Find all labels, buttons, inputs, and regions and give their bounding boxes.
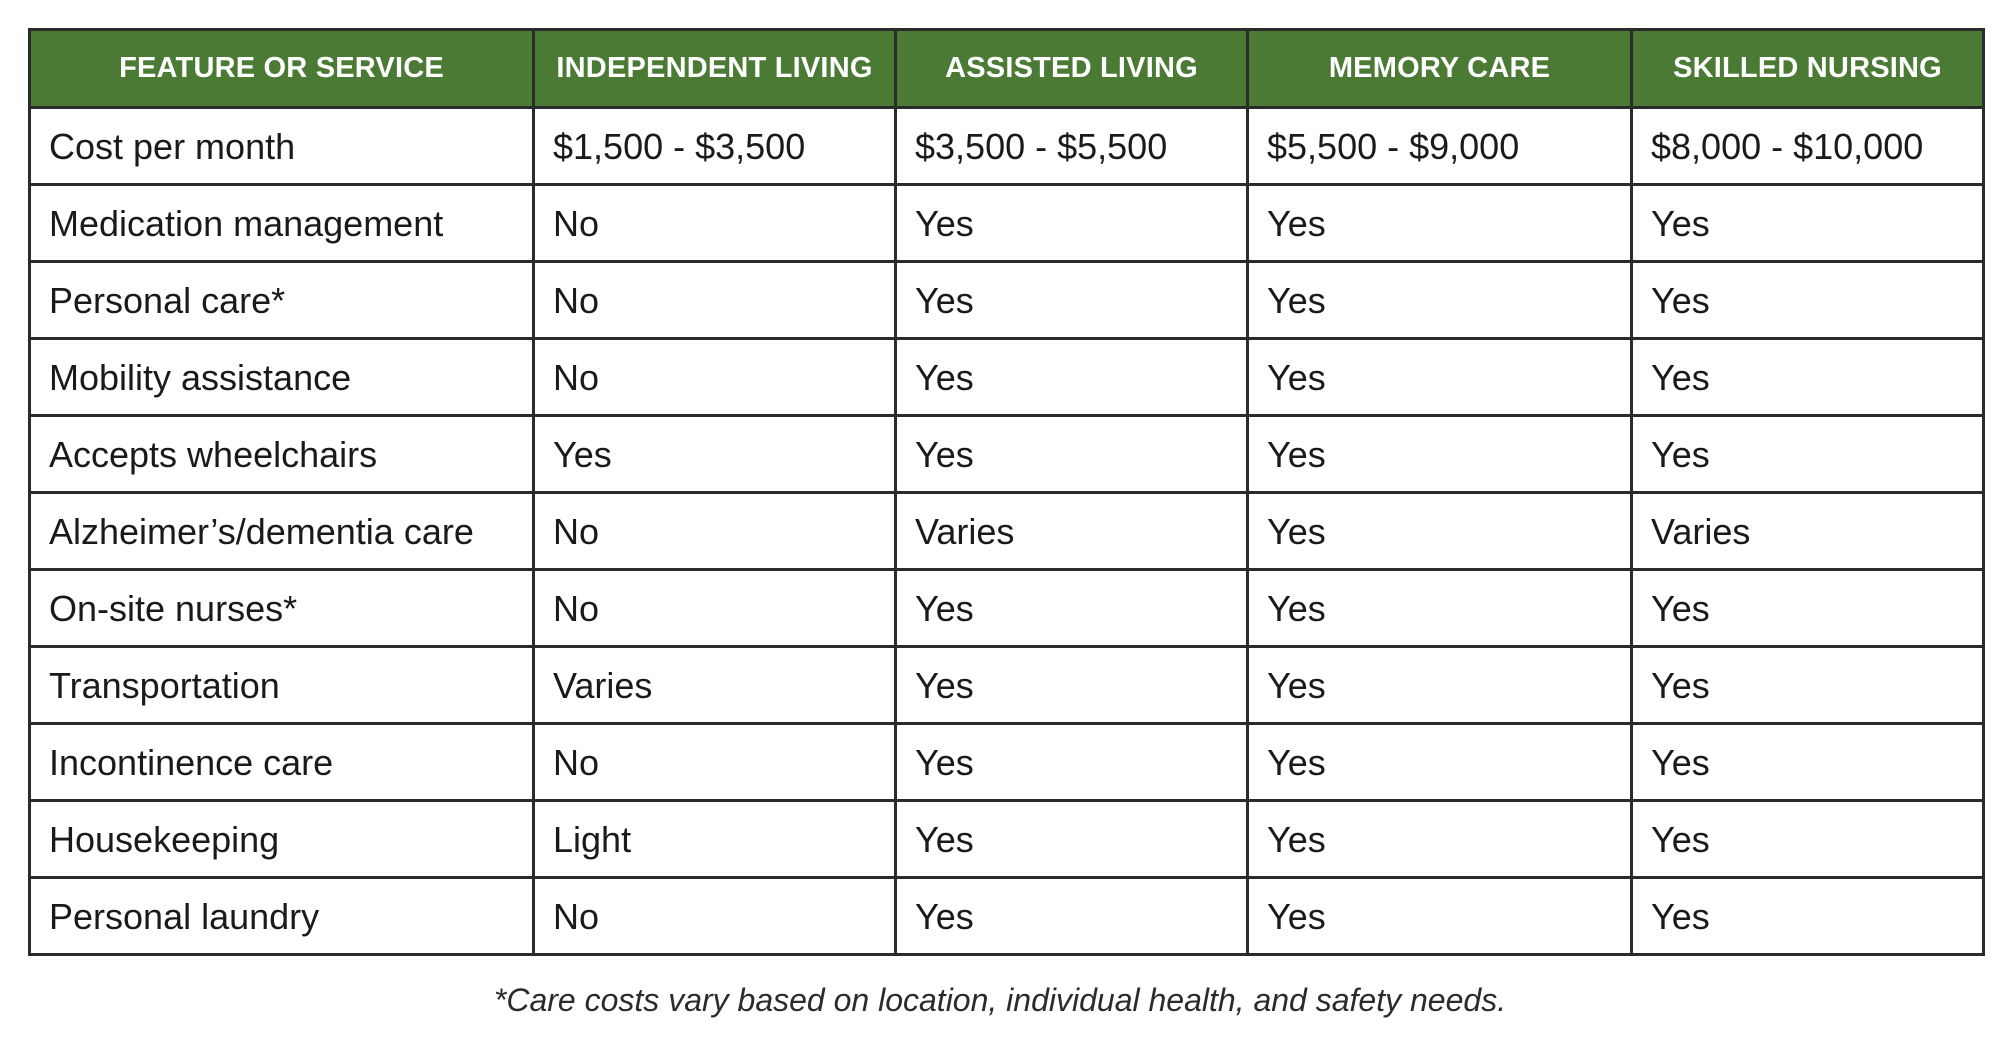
- header-skilled-nursing: SKILLED NURSING: [1630, 28, 1985, 109]
- row-label: Medication management: [28, 183, 535, 263]
- table-body: Cost per month $1,500 - $3,500 $3,500 - …: [28, 106, 1985, 956]
- cell-assisted-living: $3,500 - $5,500: [894, 106, 1249, 186]
- cell-memory-care: Yes: [1246, 876, 1633, 956]
- header-memory-care: MEMORY CARE: [1246, 28, 1633, 109]
- row-label: Transportation: [28, 645, 535, 725]
- row-label: Incontinence care: [28, 722, 535, 802]
- cell-assisted-living: Yes: [894, 645, 1249, 725]
- header-assisted-living: ASSISTED LIVING: [894, 28, 1249, 109]
- row-label: Personal care*: [28, 260, 535, 340]
- cell-independent-living: No: [532, 337, 897, 417]
- table-row: Personal care* No Yes Yes Yes: [28, 260, 1985, 340]
- cell-assisted-living: Yes: [894, 722, 1249, 802]
- cell-memory-care: Yes: [1246, 414, 1633, 494]
- cell-memory-care: Yes: [1246, 260, 1633, 340]
- cell-skilled-nursing: Yes: [1630, 260, 1985, 340]
- footnote: *Care costs vary based on location, indi…: [493, 982, 1507, 1018]
- cell-skilled-nursing: Yes: [1630, 414, 1985, 494]
- cell-independent-living: No: [532, 260, 897, 340]
- cell-memory-care: $5,500 - $9,000: [1246, 106, 1633, 186]
- row-label: Personal laundry: [28, 876, 535, 956]
- cell-independent-living: No: [532, 568, 897, 648]
- cell-assisted-living: Yes: [894, 337, 1249, 417]
- header-row: FEATURE OR SERVICE INDEPENDENT LIVING AS…: [28, 28, 1985, 109]
- cell-memory-care: Yes: [1246, 491, 1633, 571]
- cell-independent-living: Yes: [532, 414, 897, 494]
- cell-skilled-nursing: Yes: [1630, 876, 1985, 956]
- row-label: Housekeeping: [28, 799, 535, 879]
- row-label: Mobility assistance: [28, 337, 535, 417]
- cell-independent-living: Light: [532, 799, 897, 879]
- cell-independent-living: No: [532, 876, 897, 956]
- cell-skilled-nursing: $8,000 - $10,000: [1630, 106, 1985, 186]
- care-comparison-table: FEATURE OR SERVICE INDEPENDENT LIVING AS…: [28, 28, 1985, 956]
- cell-memory-care: Yes: [1246, 645, 1633, 725]
- header-independent-living: INDEPENDENT LIVING: [532, 28, 897, 109]
- cell-assisted-living: Yes: [894, 799, 1249, 879]
- cell-assisted-living: Yes: [894, 260, 1249, 340]
- table-row: Cost per month $1,500 - $3,500 $3,500 - …: [28, 106, 1985, 186]
- table-row: Accepts wheelchairs Yes Yes Yes Yes: [28, 414, 1985, 494]
- cell-skilled-nursing: Yes: [1630, 568, 1985, 648]
- cell-assisted-living: Yes: [894, 414, 1249, 494]
- cell-assisted-living: Yes: [894, 183, 1249, 263]
- row-label: Accepts wheelchairs: [28, 414, 535, 494]
- cell-skilled-nursing: Yes: [1630, 645, 1985, 725]
- cell-independent-living: No: [532, 722, 897, 802]
- cell-assisted-living: Varies: [894, 491, 1249, 571]
- cell-independent-living: No: [532, 183, 897, 263]
- row-label: Alzheimer’s/dementia care: [28, 491, 535, 571]
- cell-memory-care: Yes: [1246, 183, 1633, 263]
- cell-memory-care: Yes: [1246, 799, 1633, 879]
- table-row: Medication management No Yes Yes Yes: [28, 183, 1985, 263]
- cell-assisted-living: Yes: [894, 876, 1249, 956]
- cell-skilled-nursing: Yes: [1630, 722, 1985, 802]
- cell-memory-care: Yes: [1246, 337, 1633, 417]
- cell-skilled-nursing: Yes: [1630, 799, 1985, 879]
- cell-independent-living: Varies: [532, 645, 897, 725]
- cell-skilled-nursing: Yes: [1630, 337, 1985, 417]
- table-row: Incontinence care No Yes Yes Yes: [28, 722, 1985, 802]
- table-header: FEATURE OR SERVICE INDEPENDENT LIVING AS…: [28, 28, 1985, 109]
- cell-memory-care: Yes: [1246, 722, 1633, 802]
- row-label: Cost per month: [28, 106, 535, 186]
- cell-independent-living: $1,500 - $3,500: [532, 106, 897, 186]
- cell-skilled-nursing: Varies: [1630, 491, 1985, 571]
- cell-skilled-nursing: Yes: [1630, 183, 1985, 263]
- table-row: On-site nurses* No Yes Yes Yes: [28, 568, 1985, 648]
- header-feature-or-service: FEATURE OR SERVICE: [28, 28, 535, 109]
- cell-independent-living: No: [532, 491, 897, 571]
- cell-assisted-living: Yes: [894, 568, 1249, 648]
- table-row: Mobility assistance No Yes Yes Yes: [28, 337, 1985, 417]
- table-row: Alzheimer’s/dementia care No Varies Yes …: [28, 491, 1985, 571]
- table-row: Transportation Varies Yes Yes Yes: [28, 645, 1985, 725]
- cell-memory-care: Yes: [1246, 568, 1633, 648]
- table-row: Housekeeping Light Yes Yes Yes: [28, 799, 1985, 879]
- row-label: On-site nurses*: [28, 568, 535, 648]
- table-row: Personal laundry No Yes Yes Yes: [28, 876, 1985, 956]
